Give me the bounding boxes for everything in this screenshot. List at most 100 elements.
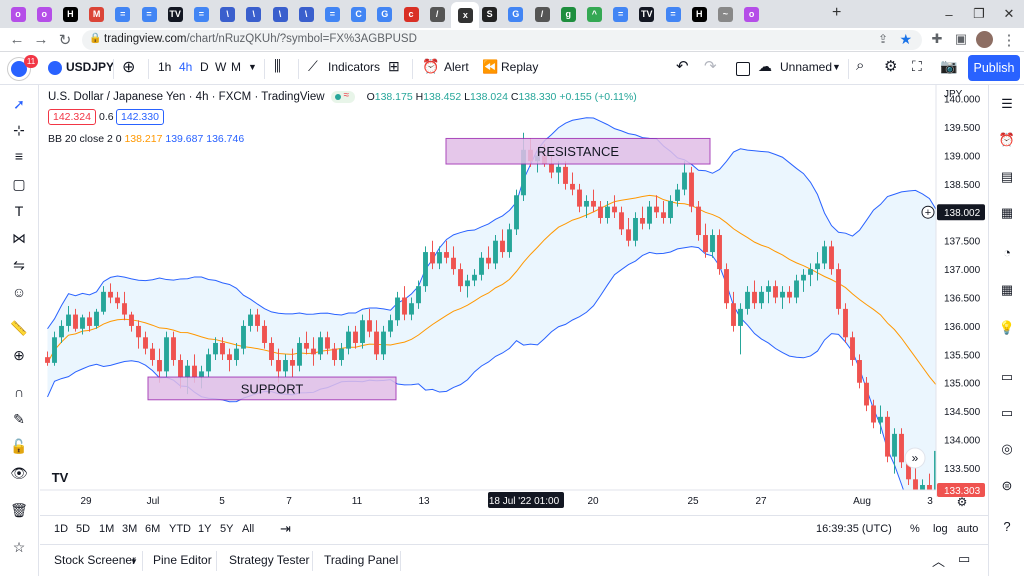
- browser-tab[interactable]: =: [137, 4, 161, 24]
- clock-time[interactable]: 16:39:35 (UTC): [816, 523, 892, 535]
- browser-tab[interactable]: ~: [713, 4, 737, 24]
- range-3m[interactable]: 3M: [122, 523, 138, 535]
- search-icon[interactable]: ⌕: [856, 57, 865, 74]
- browser-tab[interactable]: G: [373, 4, 397, 24]
- replay-icon[interactable]: ⏪: [482, 59, 499, 74]
- compare-symbol-icon[interactable]: ⊕: [122, 59, 136, 76]
- cursor-icon[interactable]: ➚: [13, 96, 25, 112]
- range-6m[interactable]: 6M: [145, 523, 161, 535]
- screener-dropdown-icon[interactable]: ▼: [130, 557, 138, 566]
- emoji-icon[interactable]: ☺: [11, 284, 27, 300]
- browser-tab[interactable]: o: [32, 4, 56, 24]
- browser-tab[interactable]: =: [320, 4, 344, 24]
- fullscreen-rect-icon[interactable]: [736, 62, 750, 76]
- market-status-icon[interactable]: ≈: [330, 90, 355, 103]
- shape-rectangle-icon[interactable]: ▢: [12, 176, 26, 192]
- browser-tab[interactable]: c: [399, 4, 423, 24]
- browser-tab[interactable]: TV: [635, 4, 659, 24]
- close-icon[interactable]: ✕: [1003, 6, 1015, 21]
- tab-strategy-tester[interactable]: Strategy Tester: [229, 553, 310, 567]
- crosshair-lines-icon[interactable]: ⊹: [13, 122, 25, 138]
- sidepanel-icon[interactable]: ▣: [954, 31, 968, 46]
- hotlist-icon[interactable]: ◔: [1003, 245, 1011, 260]
- interval-w[interactable]: W: [215, 60, 227, 74]
- cloud-icon[interactable]: ☁: [758, 58, 772, 74]
- maximize-panel-icon[interactable]: ▭: [958, 551, 971, 566]
- forward-icon[interactable]: →: [33, 31, 49, 48]
- favorites-star-icon[interactable]: ☆: [12, 539, 26, 555]
- browser-tab[interactable]: \: [268, 4, 292, 24]
- ideas-lightbulb-icon[interactable]: 💡: [998, 320, 1016, 335]
- browser-tab[interactable]: \: [294, 4, 318, 24]
- undo-icon[interactable]: ↶: [676, 58, 689, 75]
- bookmark-star-icon[interactable]: ★: [899, 31, 912, 47]
- range-5y[interactable]: 5Y: [220, 523, 234, 535]
- chat-icon[interactable]: ▭: [1000, 369, 1014, 384]
- news-icon[interactable]: ▦: [1000, 205, 1014, 220]
- symbol-search-button[interactable]: USDJPY: [66, 60, 115, 74]
- pattern-icon[interactable]: ⋈: [12, 230, 26, 246]
- tab-pine-editor[interactable]: Pine Editor: [153, 553, 212, 567]
- browser-tab[interactable]: M: [85, 4, 109, 24]
- restore-icon[interactable]: ❐: [973, 6, 985, 21]
- auto-toggle[interactable]: auto: [957, 523, 979, 535]
- layout-dropdown-icon[interactable]: ▼: [832, 62, 841, 72]
- watchlist-icon[interactable]: ☰: [1001, 96, 1013, 111]
- reload-icon[interactable]: ↻: [58, 32, 72, 49]
- trend-line-icon[interactable]: ≡: [14, 148, 24, 164]
- interval-m[interactable]: M: [231, 60, 241, 74]
- help-icon[interactable]: ⊜: [1001, 478, 1013, 493]
- collapse-panel-icon[interactable]: ︿: [932, 554, 946, 569]
- browser-tab[interactable]: /: [530, 4, 554, 24]
- streams-icon[interactable]: ▭: [1000, 405, 1014, 420]
- indicators-icon[interactable]: ⟋: [308, 58, 318, 74]
- range-1d[interactable]: 1D: [54, 523, 69, 535]
- interval-4h[interactable]: 4h: [179, 60, 193, 74]
- data-window-icon[interactable]: ▤: [1000, 169, 1014, 184]
- browser-tab[interactable]: /: [425, 4, 449, 24]
- profile-avatar[interactable]: [976, 31, 993, 48]
- new-tab-button[interactable]: +: [832, 4, 842, 21]
- browser-tab[interactable]: o: [6, 4, 30, 24]
- candle-style-icon[interactable]: ⫼: [274, 58, 281, 75]
- magnet-icon[interactable]: ∩: [13, 384, 25, 400]
- fullscreen-icon[interactable]: ⛶: [912, 58, 922, 74]
- browser-tab[interactable]: H: [58, 4, 82, 24]
- share-icon[interactable]: ⇪: [877, 32, 888, 46]
- browser-tab[interactable]: TV: [163, 4, 187, 24]
- range-1y[interactable]: 1Y: [198, 523, 212, 535]
- interval-d[interactable]: D: [200, 60, 209, 74]
- browser-tab[interactable]: H: [687, 4, 711, 24]
- range-1m[interactable]: 1M: [99, 523, 115, 535]
- goto-date-icon[interactable]: ⇥: [280, 521, 291, 536]
- trash-icon[interactable]: 🗑: [10, 502, 28, 518]
- calendar-icon[interactable]: ▦: [1000, 282, 1014, 297]
- browser-tab[interactable]: C: [347, 4, 371, 24]
- alerts-clock-icon[interactable]: ⏰: [998, 132, 1016, 147]
- browser-tab[interactable]: =: [189, 4, 213, 24]
- bb-indicator-legend[interactable]: BB 20 close 2 0 138.217 139.687 136.746: [48, 133, 244, 145]
- interval-dropdown-icon[interactable]: ▼: [248, 62, 257, 72]
- browser-tab[interactable]: g: [556, 4, 580, 24]
- indicators-button[interactable]: Indicators: [328, 60, 381, 74]
- browser-tab[interactable]: ^: [582, 4, 606, 24]
- log-toggle[interactable]: log: [933, 523, 948, 535]
- notifications-bell-icon[interactable]: ◎: [1001, 441, 1013, 456]
- browser-tab[interactable]: S: [478, 4, 502, 24]
- interval-1h[interactable]: 1h: [158, 60, 172, 74]
- pencil-lock-icon[interactable]: ✎: [13, 411, 25, 427]
- help-question-icon[interactable]: ?: [1003, 519, 1011, 534]
- zoom-in-icon[interactable]: ⊕: [13, 347, 25, 363]
- range-5d[interactable]: 5D: [76, 523, 91, 535]
- extensions-icon[interactable]: ✚: [931, 31, 943, 46]
- replay-button[interactable]: Replay: [501, 60, 539, 74]
- minimize-icon[interactable]: –: [945, 6, 953, 22]
- browser-menu-icon[interactable]: ⋮: [1001, 32, 1017, 49]
- chart-area[interactable]: RESISTANCE SUPPORT JPY 140.000 139.500 139.00…: [40, 85, 988, 515]
- text-tool-icon[interactable]: T: [14, 203, 24, 219]
- browser-tab[interactable]: =: [661, 4, 685, 24]
- prediction-icon[interactable]: ⇋: [13, 257, 25, 273]
- camera-icon[interactable]: 📷: [940, 58, 958, 74]
- buy-price-button[interactable]: 142.330: [116, 109, 164, 125]
